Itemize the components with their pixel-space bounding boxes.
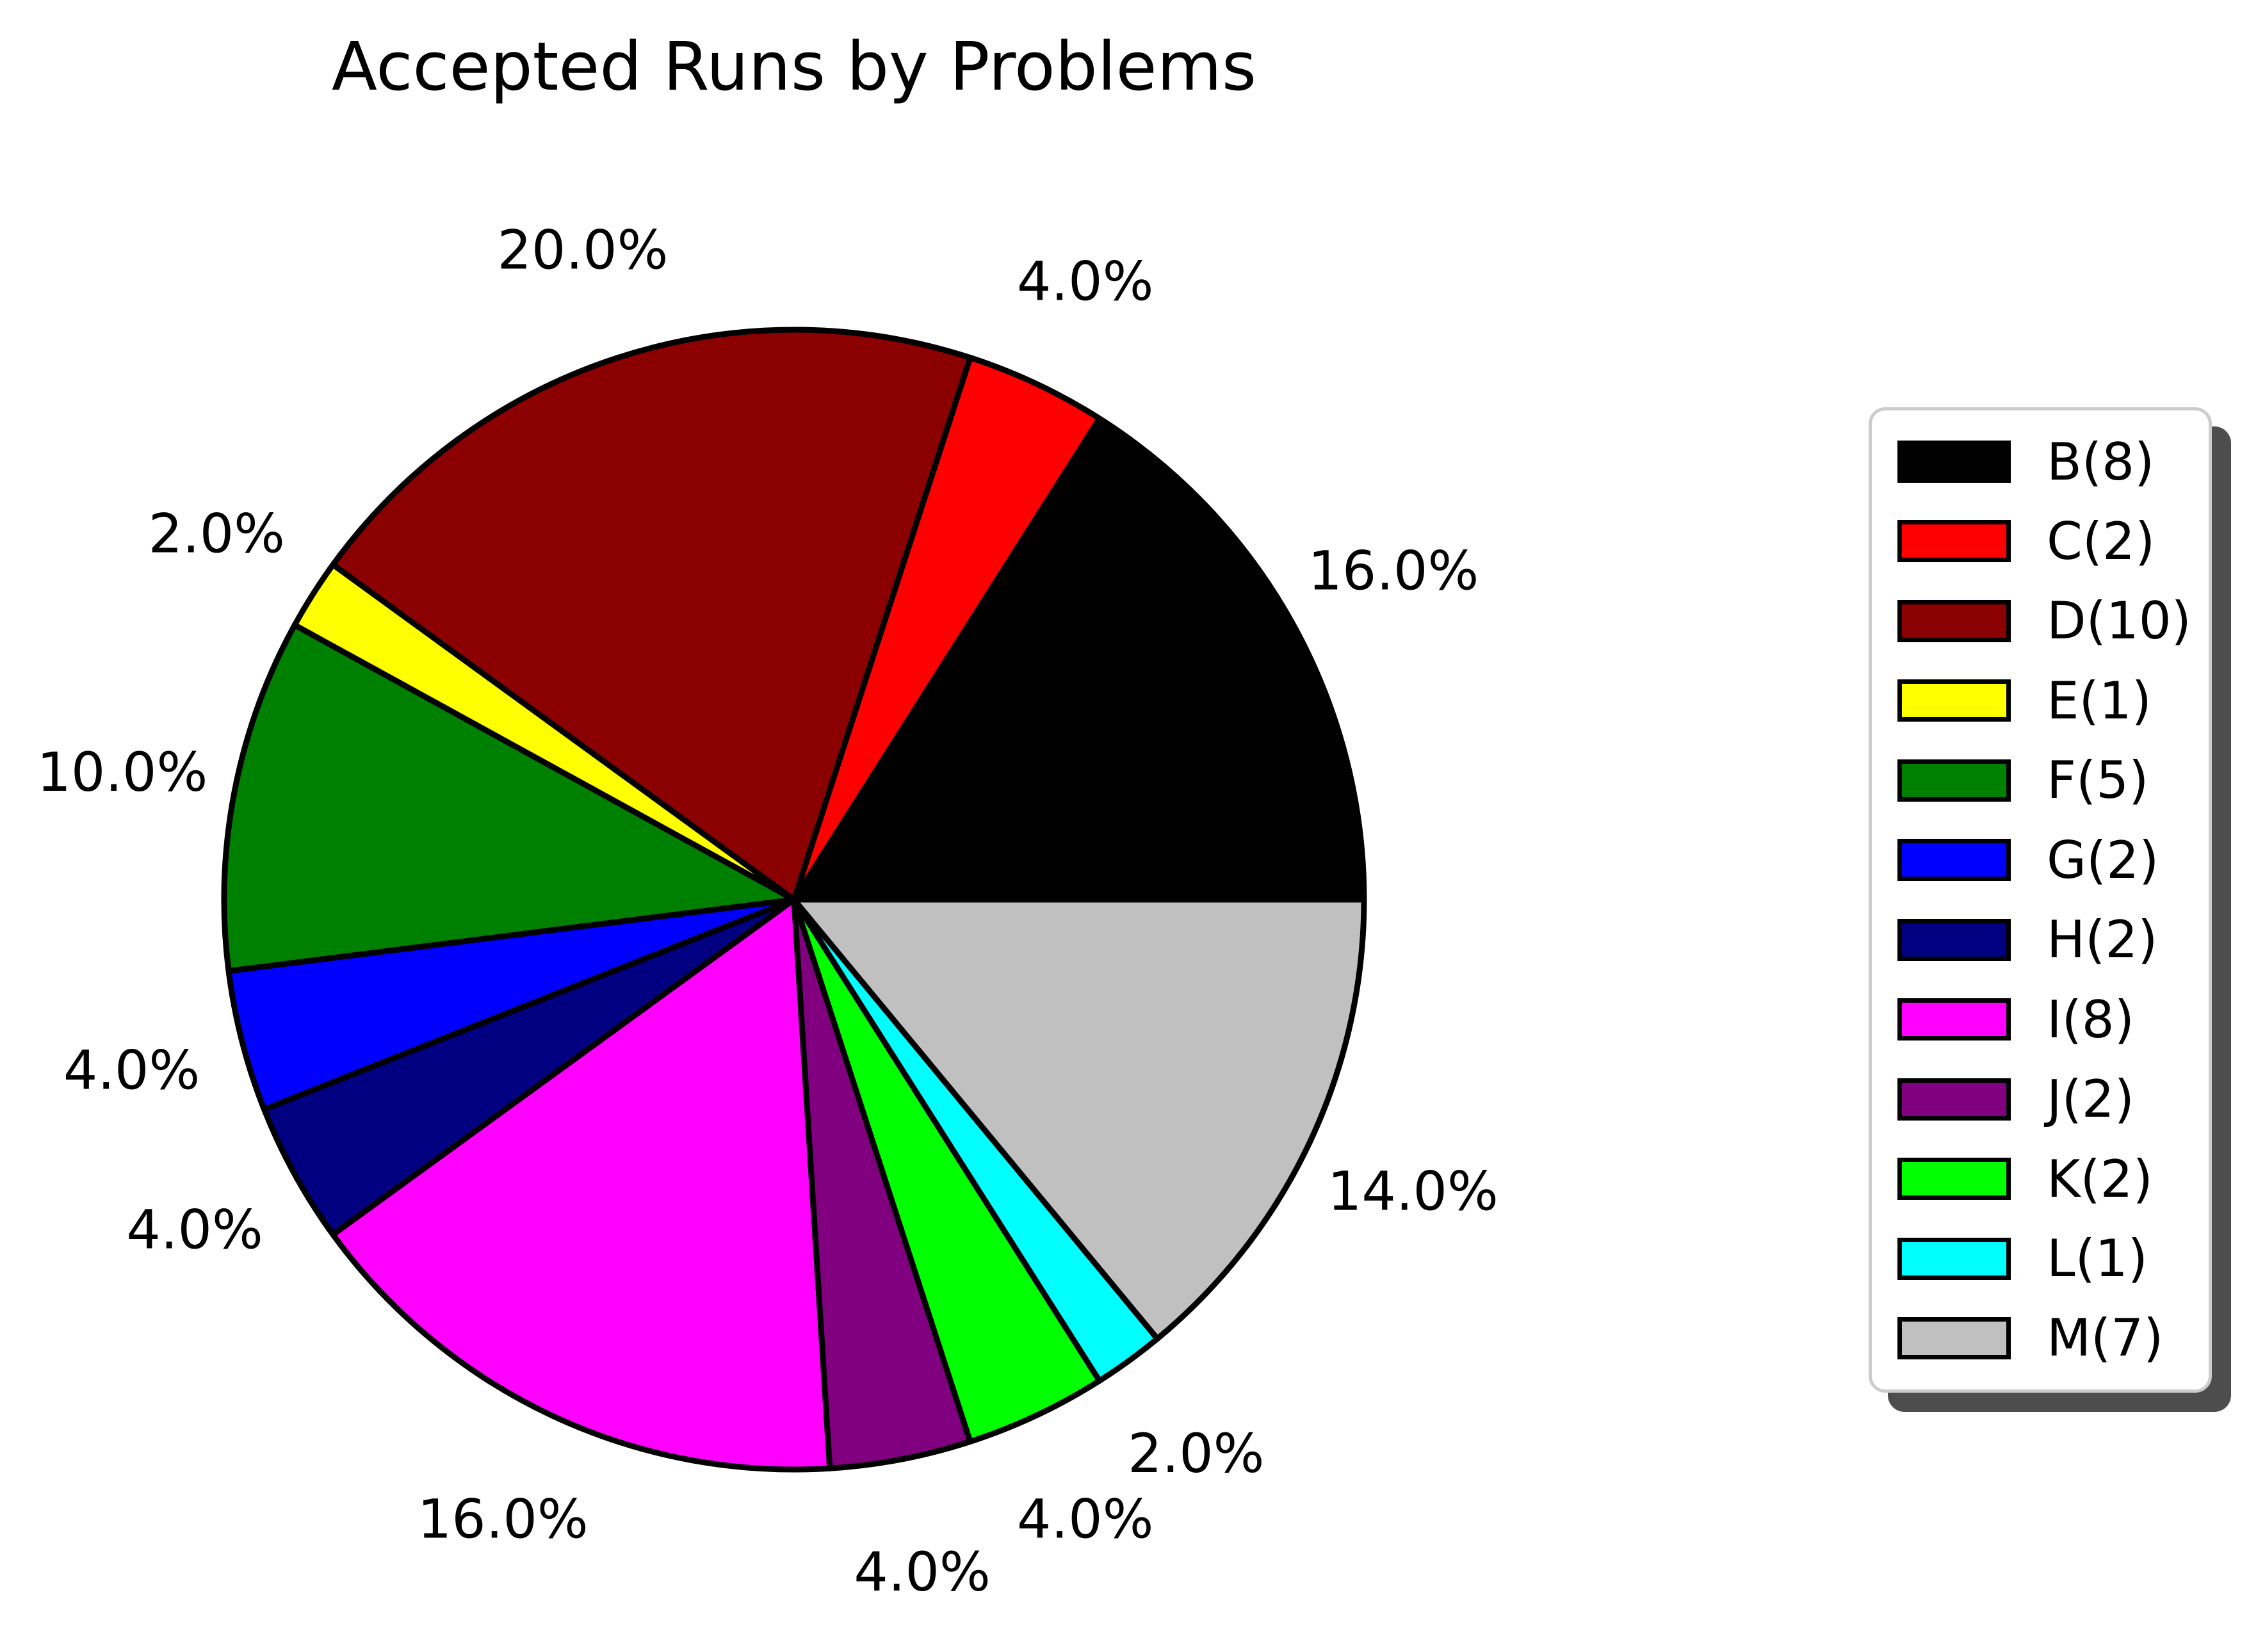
legend-label-C: C(2): [2047, 511, 2156, 571]
pie-slice-D: [330, 327, 973, 903]
legend-box: B(8) C(2) D(10) E(1) F(5) G(2) H(2) I(8) J(2) K(2…: [1869, 407, 2212, 1393]
legend-label-L: L(1): [2047, 1229, 2148, 1289]
legend-label-E: E(1): [2047, 670, 2152, 731]
pct-label-E: 2.0%: [149, 503, 285, 565]
chart-title: Accepted Runs by Problems: [331, 28, 1257, 106]
legend-swatch-H: [1897, 918, 2011, 961]
legend-label-H: H(2): [2047, 910, 2158, 970]
legend-swatch-L: [1897, 1237, 2011, 1280]
legend-swatch-J: [1897, 1078, 2011, 1121]
legend-label-M: M(7): [2047, 1308, 2164, 1368]
legend-item-F: F(5): [1897, 750, 2209, 811]
pie-slice-F: [221, 622, 797, 975]
pct-label-K: 4.0%: [1017, 1487, 1153, 1550]
pie-slice-M: [791, 896, 1367, 1342]
pct-label-J: 4.0%: [854, 1541, 990, 1603]
legend-item-D: D(10): [1897, 591, 2209, 651]
pct-label-G: 4.0%: [63, 1039, 200, 1102]
pct-label-M: 14.0%: [1327, 1160, 1498, 1223]
pct-label-B: 16.0%: [1308, 540, 1479, 603]
legend-label-D: D(10): [2047, 591, 2191, 651]
legend-label-J: J(2): [2047, 1069, 2134, 1130]
legend-swatch-M: [1897, 1316, 2011, 1359]
legend-swatch-D: [1897, 599, 2011, 642]
legend-swatch-E: [1897, 679, 2011, 722]
pct-label-H: 4.0%: [126, 1199, 263, 1261]
legend-label-I: I(8): [2047, 989, 2134, 1049]
legend-item-C: C(2): [1897, 512, 2209, 571]
pct-label-D: 20.0%: [498, 218, 669, 281]
pct-label-F: 10.0%: [37, 741, 207, 804]
pct-label-C: 4.0%: [1017, 250, 1153, 313]
pct-label-L: 2.0%: [1128, 1422, 1264, 1485]
legend-item-K: K(2): [1897, 1149, 2209, 1209]
legend-swatch-K: [1897, 1158, 2011, 1201]
legend-swatch-I: [1897, 998, 2011, 1041]
legend-item-B: B(8): [1897, 432, 2209, 492]
legend-label-K: K(2): [2047, 1149, 2153, 1209]
legend-swatch-F: [1897, 759, 2011, 802]
legend-swatch-C: [1897, 520, 2011, 563]
legend-swatch-B: [1897, 441, 2011, 483]
legend-item-E: E(1): [1897, 670, 2209, 731]
legend-label-F: F(5): [2047, 750, 2149, 811]
legend-item-L: L(1): [1897, 1229, 2209, 1288]
legend-item-J: J(2): [1897, 1069, 2209, 1130]
pie-slice-I: [330, 896, 833, 1473]
pie-slice-B: [791, 416, 1367, 903]
legend-item-H: H(2): [1897, 910, 2209, 970]
legend-label-B: B(8): [2047, 432, 2155, 492]
legend-swatch-G: [1897, 839, 2011, 882]
legend-label-G: G(2): [2047, 830, 2159, 890]
pct-label-I: 16.0%: [418, 1487, 589, 1550]
legend-item-M: M(7): [1897, 1308, 2209, 1368]
legend-item-G: G(2): [1897, 830, 2209, 890]
legend-item-I: I(8): [1897, 990, 2209, 1049]
